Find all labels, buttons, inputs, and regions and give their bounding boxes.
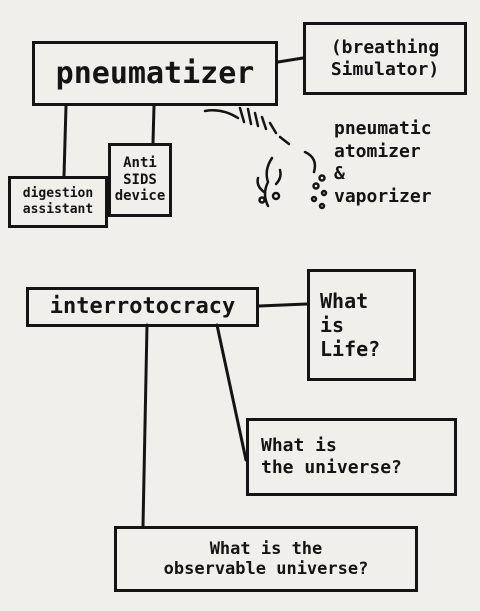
atomizer-spray-sketch xyxy=(203,106,328,210)
breathing-simulator-box: (breathing Simulator) xyxy=(303,22,467,95)
connector-interrotocracy-observable xyxy=(141,323,149,528)
breathing-simulator-label: (breathing Simulator) xyxy=(330,36,440,80)
connector-pneumatizer-breathing xyxy=(276,56,305,64)
pneumatic-atomizer-vaporizer-label: pneumatic atomizer & vaporizer xyxy=(334,118,432,207)
interrotocracy-label: interrotocracy xyxy=(49,293,236,319)
connector-pneumatizer-anti-sids xyxy=(151,104,156,145)
digestion-assistant-label: digestion assistant xyxy=(22,186,94,217)
connector-interrotocracy-universe xyxy=(215,323,248,462)
connector-pneumatizer-digestion xyxy=(62,104,68,178)
what-is-the-observable-universe-box: What is the observable universe? xyxy=(114,526,418,592)
pneumatic-atomizer-vaporizer-text: pneumatic atomizer & vaporizer xyxy=(334,118,474,208)
pneumatizer-label: pneumatizer xyxy=(55,55,255,91)
what-is-the-observable-universe-label: What is the observable universe? xyxy=(163,538,369,579)
what-is-life-label: What is Life? xyxy=(320,289,381,361)
pneumatizer-box: pneumatizer xyxy=(32,41,278,106)
what-is-life-box: What is Life? xyxy=(307,269,416,381)
anti-sids-device-label: Anti SIDS device xyxy=(114,154,166,205)
what-is-the-universe-box: What is the universe? xyxy=(246,418,457,496)
digestion-assistant-box: digestion assistant xyxy=(8,176,108,228)
interrotocracy-box: interrotocracy xyxy=(26,287,259,327)
connector-interrotocracy-life xyxy=(257,302,309,308)
anti-sids-device-box: Anti SIDS device xyxy=(108,143,172,217)
what-is-the-universe-label: What is the universe? xyxy=(261,435,402,478)
